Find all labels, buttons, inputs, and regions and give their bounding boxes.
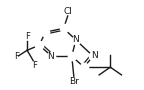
Text: N: N xyxy=(47,52,54,61)
Text: Cl: Cl xyxy=(63,7,72,16)
Text: N: N xyxy=(72,35,79,44)
Text: F: F xyxy=(32,61,37,70)
Text: F: F xyxy=(25,32,30,41)
Text: F: F xyxy=(15,52,19,61)
Text: N: N xyxy=(91,51,97,60)
Text: Br: Br xyxy=(69,76,79,86)
